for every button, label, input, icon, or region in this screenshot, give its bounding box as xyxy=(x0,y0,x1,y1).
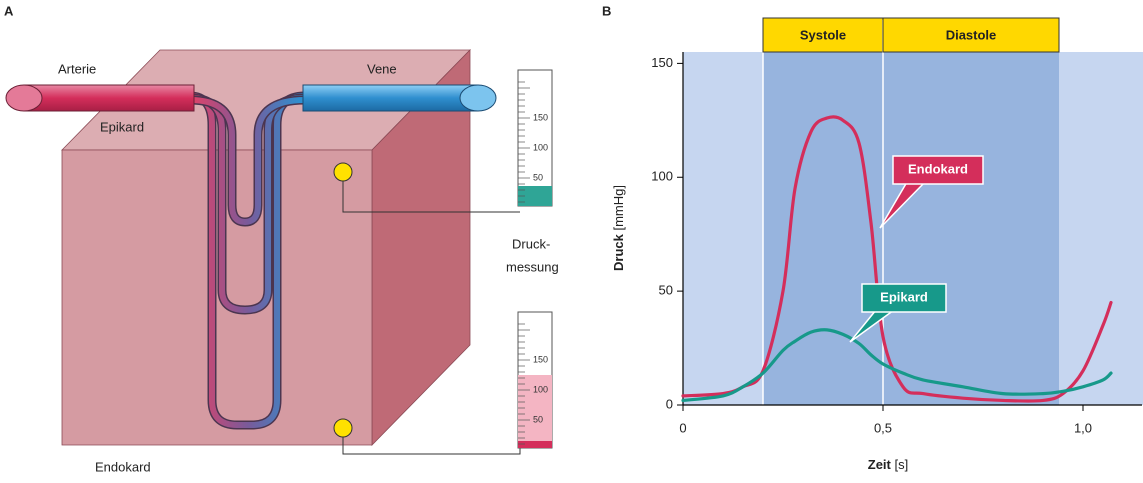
y-axis-title: Druck xyxy=(611,233,626,271)
gauge-fill-base xyxy=(518,441,552,448)
line xyxy=(681,328,1113,403)
gauge-fill xyxy=(518,186,552,206)
connector xyxy=(342,428,521,455)
gauge-tick-label: 150 xyxy=(533,354,548,364)
vessel-inner-fill xyxy=(187,97,308,226)
artery-label: Arterie xyxy=(58,61,96,76)
panel-a: A Arterie Vene Epikard Endokard Druck- m… xyxy=(4,3,559,474)
vein xyxy=(302,84,479,112)
vessels xyxy=(185,91,310,430)
endocardium-label: Endokard xyxy=(95,459,151,474)
artery xyxy=(23,84,195,112)
gauge-tick-label: 100 xyxy=(533,384,548,394)
y-tick-label: 50 xyxy=(659,283,673,298)
x-tick-label: 0 xyxy=(679,420,686,435)
phase-band xyxy=(763,52,1059,405)
panel-label: B xyxy=(602,3,611,18)
gauge-tick-label: 50 xyxy=(533,172,543,182)
y-axis-unit: [mmHg] xyxy=(611,185,626,231)
vein-end xyxy=(459,84,497,112)
gauge: 150 100 50 xyxy=(517,69,553,207)
phase-box xyxy=(762,17,884,53)
sensor xyxy=(333,418,353,438)
artery-end xyxy=(5,84,43,112)
gauge-tick-label: 50 xyxy=(533,414,543,424)
epicardium-label: Epikard xyxy=(100,119,144,134)
vessel-outer-fill xyxy=(187,93,308,428)
x-axis-title: Zeit xyxy=(868,457,892,472)
vein-label: Vene xyxy=(367,61,397,76)
panel-label: A xyxy=(4,3,14,18)
callout-box xyxy=(861,283,947,313)
gauge-tube xyxy=(517,69,553,207)
y-tick-label: 150 xyxy=(651,55,673,70)
vessel-middle-fill xyxy=(187,95,308,314)
connector xyxy=(342,172,520,213)
chart: Systole Diastole 0 50 100 150 0 0,5 1,0 Zeit [s] D… xyxy=(611,17,1143,472)
y-axis-label: Druck [mmHg] xyxy=(611,185,626,271)
x-tick-label: 0,5 xyxy=(874,420,892,435)
box-front xyxy=(61,149,373,446)
measurement-label: messung xyxy=(506,259,559,274)
phase-label: Diastole xyxy=(946,27,997,42)
gauge: 150 100 50 xyxy=(517,311,553,449)
y-tick-label: 0 xyxy=(666,396,673,411)
gauge-tick-label: 150 xyxy=(533,112,548,122)
line xyxy=(681,115,1113,403)
x-axis-label: Zeit [s] xyxy=(868,457,908,472)
measurement-label: Druck- xyxy=(512,236,550,251)
gauge-tick-label: 100 xyxy=(533,142,548,152)
y-tick-label: 100 xyxy=(651,169,673,184)
legend-label: Epikard xyxy=(880,289,928,304)
phase-box xyxy=(882,17,1060,53)
gauge-fill xyxy=(518,375,552,448)
x-axis-unit: [s] xyxy=(895,457,909,472)
x-tick-label: 1,0 xyxy=(1074,420,1092,435)
callout-box xyxy=(892,155,984,185)
phase-label: Systole xyxy=(800,27,846,42)
sensor xyxy=(333,162,353,182)
legend-label: Endokard xyxy=(908,161,968,176)
